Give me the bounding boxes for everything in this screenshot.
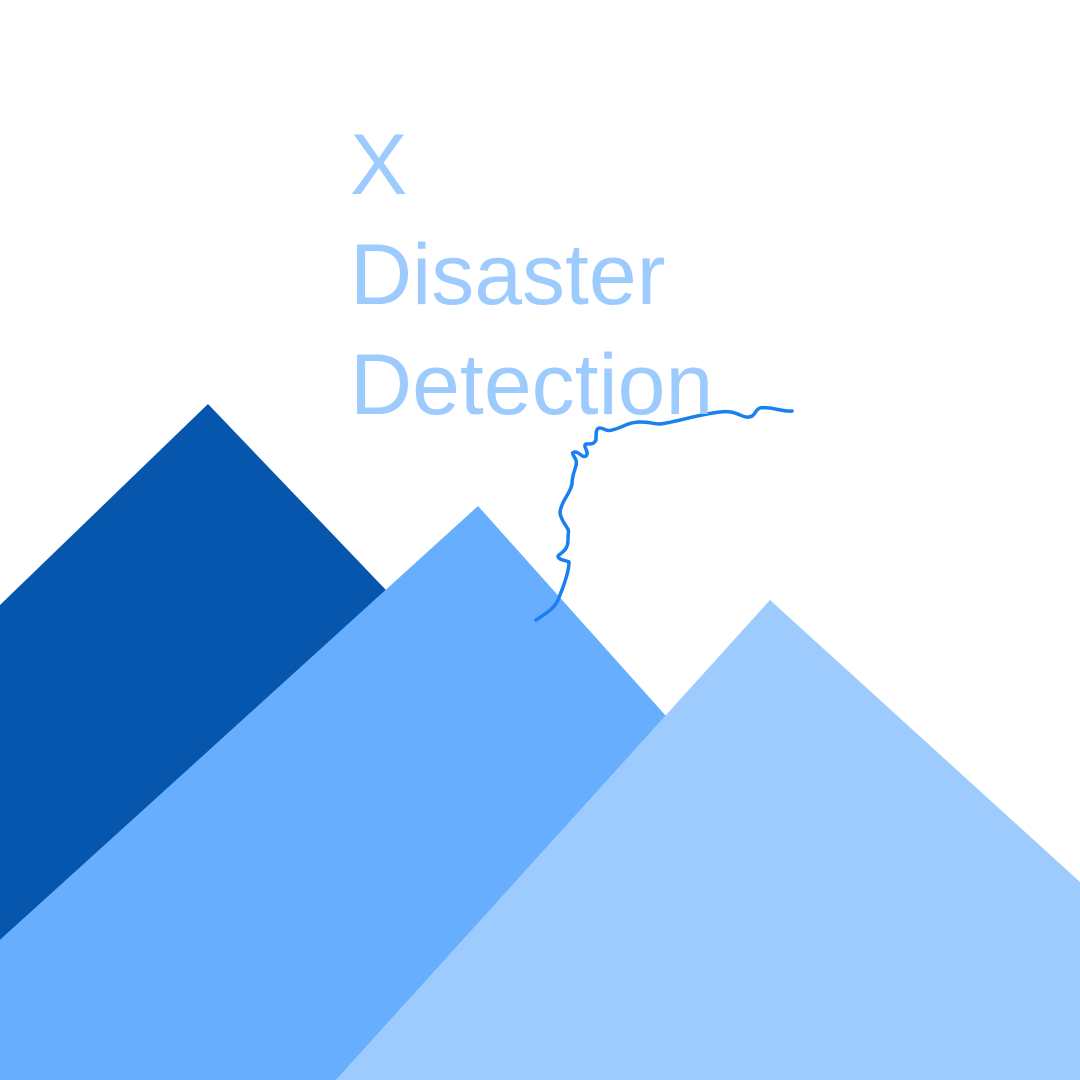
title-block: X Disaster Detection xyxy=(350,110,713,440)
title-line-disaster: Disaster xyxy=(350,227,666,323)
mountain-middle-shape xyxy=(0,506,666,1080)
mountain-back-shape xyxy=(0,404,386,940)
title-line-x: X xyxy=(350,117,408,213)
mountain-front-shape xyxy=(336,600,1080,1080)
title-line-detection: Detection xyxy=(350,337,714,433)
river-line-icon xyxy=(534,405,794,622)
